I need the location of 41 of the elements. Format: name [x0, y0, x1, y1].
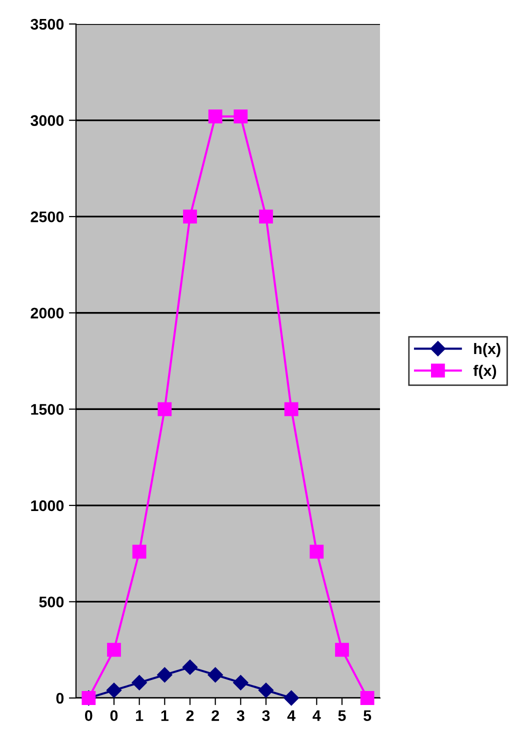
x-tick-label: 5 — [364, 710, 372, 722]
point — [157, 667, 172, 682]
y-tick-label: 1500 — [31, 404, 64, 415]
point — [107, 642, 121, 657]
x-tick-label: 3 — [262, 710, 270, 722]
point — [132, 544, 146, 559]
y-tick-label: 3000 — [30, 115, 64, 126]
legend-label: f(x) — [473, 364, 496, 380]
point — [208, 667, 223, 682]
y-tick-label: 2500 — [30, 211, 64, 222]
point — [284, 690, 299, 706]
x-tick-label: 1 — [136, 710, 144, 721]
y-tick-label: 1000 — [31, 500, 64, 512]
point — [132, 675, 147, 690]
y-tick-label: 0 — [56, 692, 64, 704]
x-tick-label: 0 — [110, 710, 118, 722]
point — [360, 691, 374, 705]
y-tick-label: 500 — [39, 596, 64, 608]
x-tick-label: 0 — [85, 710, 92, 722]
y-tick-label: 2000 — [30, 308, 64, 319]
point — [183, 210, 197, 224]
point — [335, 642, 349, 657]
point — [259, 210, 273, 224]
x-tick-label: 1 — [161, 710, 168, 721]
x-tick-label: 5 — [338, 710, 346, 722]
y-tick-label: 3500 — [30, 18, 64, 30]
x-tick-label: 4 — [287, 710, 296, 721]
point — [106, 682, 122, 698]
point — [158, 402, 172, 416]
x-tick-label: 2 — [186, 710, 194, 721]
point — [258, 682, 274, 698]
point — [182, 660, 198, 675]
point — [208, 109, 222, 124]
point — [284, 402, 298, 416]
x-tick-label: 3 — [236, 710, 244, 722]
x-tick-label: 4 — [312, 710, 321, 721]
legend-label: h(x) — [474, 342, 500, 358]
point — [234, 109, 248, 124]
point — [233, 675, 248, 690]
point — [310, 544, 324, 559]
x-tick-label: 2 — [212, 710, 219, 721]
